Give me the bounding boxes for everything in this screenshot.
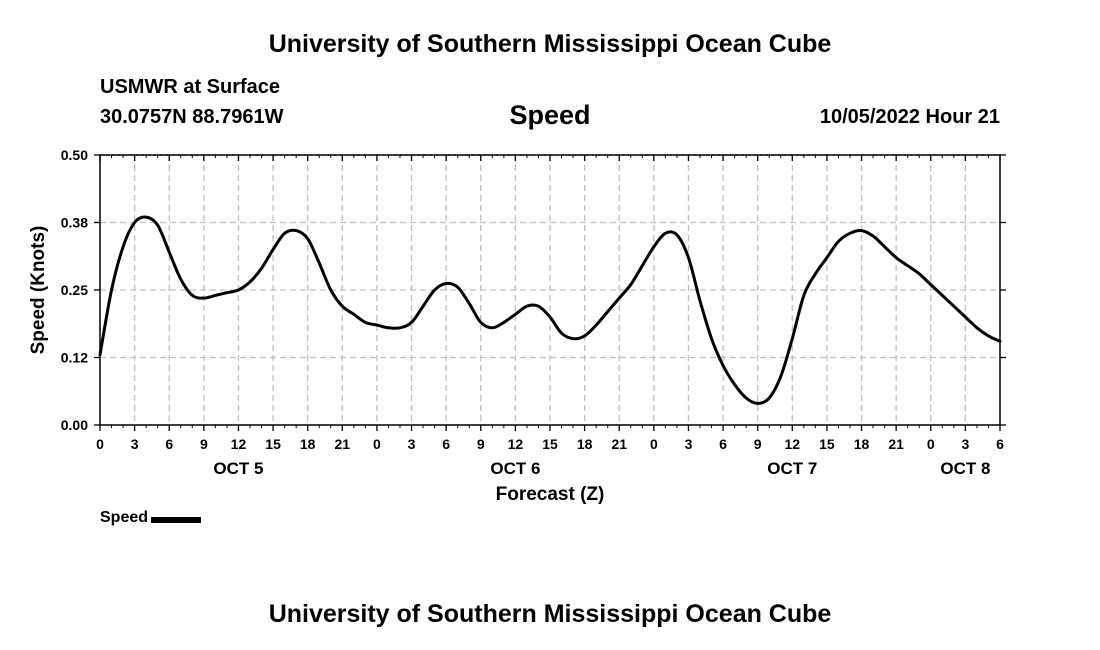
station-name: USMWR at Surface [100, 76, 281, 98]
x-tick-label: 0 [96, 436, 104, 452]
x-tick-label: 3 [685, 436, 693, 452]
day-label: OCT 7 [767, 459, 817, 478]
x-tick-label: 0 [650, 436, 658, 452]
x-tick-label: 3 [131, 436, 139, 452]
x-tick-label: 3 [961, 436, 969, 452]
x-tick-label: 12 [785, 436, 801, 452]
x-tick-label: 6 [719, 436, 727, 452]
x-tick-label: 12 [231, 436, 247, 452]
day-label: OCT 8 [940, 459, 990, 478]
x-tick-label: 6 [442, 436, 450, 452]
y-tick-label: 0.00 [61, 417, 88, 433]
x-tick-label: 9 [477, 436, 485, 452]
x-tick-label: 15 [265, 436, 281, 452]
page-title: University of Southern Mississippi Ocean… [268, 30, 832, 58]
x-tick-label: 18 [577, 436, 593, 452]
x-tick-label: 12 [508, 436, 524, 452]
x-tick-label: 18 [854, 436, 870, 452]
x-tick-label: 6 [165, 436, 173, 452]
grid-layer [100, 154, 1000, 425]
legend-swatch [151, 517, 202, 523]
x-tick-label: 0 [927, 436, 935, 452]
legend-label: Speed [100, 509, 149, 526]
x-tick-label: 21 [611, 436, 627, 452]
x-tick-label: 15 [819, 436, 835, 452]
chart-title: Speed [509, 100, 591, 130]
forecast-time: 10/05/2022 Hour 21 [819, 106, 1000, 128]
x-axis-title: Forecast (Z) [496, 484, 605, 505]
x-tick-label: 15 [542, 436, 558, 452]
footer-title: University of Southern Mississippi Ocean… [268, 600, 832, 628]
label-layer: 0 3 6 9 12 15 18 21 0 3 6 9 12 15 18 21 0 3 6 9 12 15 18 21 0 3 6 0… [61, 147, 1004, 478]
y-axis-title: Speed (Knots) [28, 226, 49, 355]
x-tick-label: 3 [408, 436, 416, 452]
y-tick-label: 0.25 [61, 282, 88, 298]
legend: Speed [100, 509, 202, 527]
y-tick-label: 0.38 [61, 215, 88, 231]
day-label: OCT 5 [213, 459, 263, 478]
x-tick-label: 21 [335, 436, 351, 452]
y-tick-label: 0.50 [61, 147, 88, 163]
x-tick-label: 9 [754, 436, 762, 452]
x-tick-label: 0 [373, 436, 381, 452]
x-tick-label: 6 [996, 436, 1004, 452]
speed-series-line [98, 215, 1002, 405]
x-tick-label: 18 [300, 436, 316, 452]
x-tick-label: 9 [200, 436, 208, 452]
tick-layer [94, 154, 1006, 431]
y-tick-label: 0.12 [61, 350, 88, 366]
station-coordinates: 30.0757N 88.7961W [100, 106, 284, 128]
day-label: OCT 6 [490, 459, 540, 478]
x-tick-label: 21 [888, 436, 904, 452]
